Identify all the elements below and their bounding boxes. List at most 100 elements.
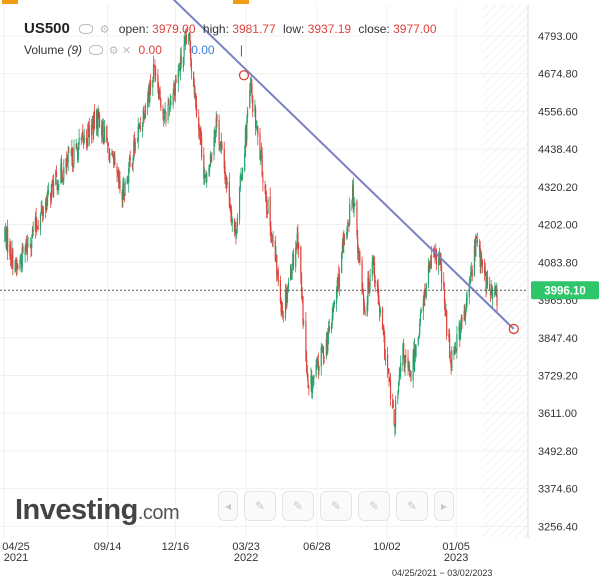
candle-body bbox=[475, 235, 477, 257]
trendline-anchor[interactable] bbox=[508, 323, 519, 335]
chevron-right-icon[interactable]: ▸ bbox=[434, 491, 454, 521]
candle-body bbox=[142, 110, 144, 122]
candle-body bbox=[82, 138, 85, 143]
candle-body bbox=[195, 104, 198, 116]
candle-body bbox=[204, 175, 206, 177]
candle-body bbox=[40, 210, 42, 212]
volume-eye-icon[interactable] bbox=[89, 45, 104, 55]
candle-body bbox=[479, 248, 481, 268]
candle-body bbox=[98, 113, 100, 116]
draw-icon[interactable]: ✎ bbox=[244, 491, 276, 521]
candle-body bbox=[9, 244, 11, 256]
candle-body bbox=[384, 336, 386, 360]
candle-body bbox=[118, 177, 120, 182]
candle-body bbox=[172, 93, 174, 105]
logo-suffix: .com bbox=[137, 502, 180, 524]
candle-body bbox=[36, 226, 38, 228]
draw-icon[interactable]: ✎ bbox=[358, 491, 390, 521]
ohlc-legend: US500 ⚙ open: 3979.00 high: 3981.77 low:… bbox=[24, 20, 441, 37]
volume-period: (9) bbox=[67, 43, 83, 57]
candle-body bbox=[24, 247, 26, 256]
gear-icon[interactable]: ⚙ bbox=[99, 24, 110, 36]
volume-cursor: | bbox=[239, 43, 244, 57]
draw-icon[interactable]: ✎ bbox=[396, 491, 428, 521]
candle-body bbox=[276, 270, 279, 278]
candle-body bbox=[368, 286, 370, 291]
candle-body bbox=[389, 380, 391, 382]
candle-body bbox=[256, 126, 258, 128]
candle-body bbox=[35, 216, 37, 228]
candle-body bbox=[31, 228, 34, 237]
candle-body bbox=[476, 239, 478, 243]
candle-body bbox=[169, 100, 171, 108]
x-tick-label: 06/28 bbox=[303, 541, 331, 553]
candle-body bbox=[193, 72, 195, 87]
candle-body bbox=[149, 81, 151, 101]
candle-body bbox=[195, 93, 197, 108]
top-marker-left bbox=[2, 0, 18, 4]
candle-body bbox=[296, 233, 298, 248]
candle-body bbox=[281, 310, 284, 315]
candle-body bbox=[83, 134, 85, 143]
candle-body bbox=[250, 85, 252, 87]
candle-body bbox=[4, 231, 7, 233]
candle-body bbox=[214, 133, 216, 139]
candle-body bbox=[407, 357, 409, 368]
open-value: 3979.00 bbox=[152, 22, 196, 36]
candle-body bbox=[52, 180, 54, 195]
eye-icon[interactable] bbox=[79, 24, 94, 34]
volume-close-icon[interactable]: ✕ bbox=[121, 45, 132, 57]
candle-body bbox=[123, 197, 125, 199]
candle-body bbox=[408, 364, 410, 368]
trendline[interactable] bbox=[164, 0, 515, 330]
candle-body bbox=[170, 102, 172, 104]
candle-body bbox=[211, 153, 213, 155]
chevron-left-icon[interactable]: ◂ bbox=[218, 491, 238, 521]
candle-body bbox=[229, 203, 231, 210]
candle-body bbox=[270, 226, 272, 241]
candle-body bbox=[143, 110, 145, 120]
candle-body bbox=[173, 83, 175, 94]
candle-body bbox=[419, 322, 421, 335]
candle-body bbox=[254, 108, 256, 111]
candle-body bbox=[415, 345, 417, 357]
candle-body bbox=[47, 191, 50, 192]
candle-body bbox=[234, 228, 236, 230]
candle-body bbox=[387, 354, 389, 369]
candle-body bbox=[216, 115, 218, 122]
candle-body bbox=[42, 211, 44, 216]
candle-body bbox=[34, 216, 36, 231]
candle-body bbox=[259, 132, 261, 160]
candle-body bbox=[400, 362, 402, 373]
trendline-anchor[interactable] bbox=[238, 70, 250, 81]
candle-body bbox=[22, 245, 24, 253]
candle-body bbox=[47, 189, 49, 198]
candle-body bbox=[209, 164, 211, 170]
draw-icon[interactable]: ✎ bbox=[282, 491, 314, 521]
candle-body bbox=[495, 291, 497, 294]
candle-body bbox=[44, 202, 47, 209]
candle-body bbox=[50, 184, 53, 201]
candle-body bbox=[424, 295, 427, 297]
volume-gear-icon[interactable]: ⚙ bbox=[108, 45, 119, 57]
candle-body bbox=[109, 152, 111, 163]
draw-icon[interactable]: ✎ bbox=[320, 491, 352, 521]
candle-body bbox=[445, 310, 447, 314]
candle-body bbox=[333, 300, 335, 305]
candle-body bbox=[275, 254, 277, 262]
candle-body bbox=[231, 219, 233, 224]
candle-body bbox=[32, 229, 34, 232]
candle-body bbox=[71, 148, 74, 168]
candle-body bbox=[286, 292, 288, 306]
candle-body bbox=[178, 68, 180, 71]
y-tick-label: 3729.20 bbox=[538, 370, 578, 382]
candle-body bbox=[428, 265, 430, 268]
y-axis: 4793.00 4674.80 4556.60 4438.40 4320.20 4202.… bbox=[527, 5, 578, 538]
forecast-region bbox=[482, 5, 528, 538]
candle-body bbox=[364, 310, 366, 316]
candle-body bbox=[61, 176, 63, 182]
candle-body bbox=[471, 269, 473, 277]
candle-body bbox=[455, 349, 457, 351]
candle-body bbox=[276, 254, 278, 277]
